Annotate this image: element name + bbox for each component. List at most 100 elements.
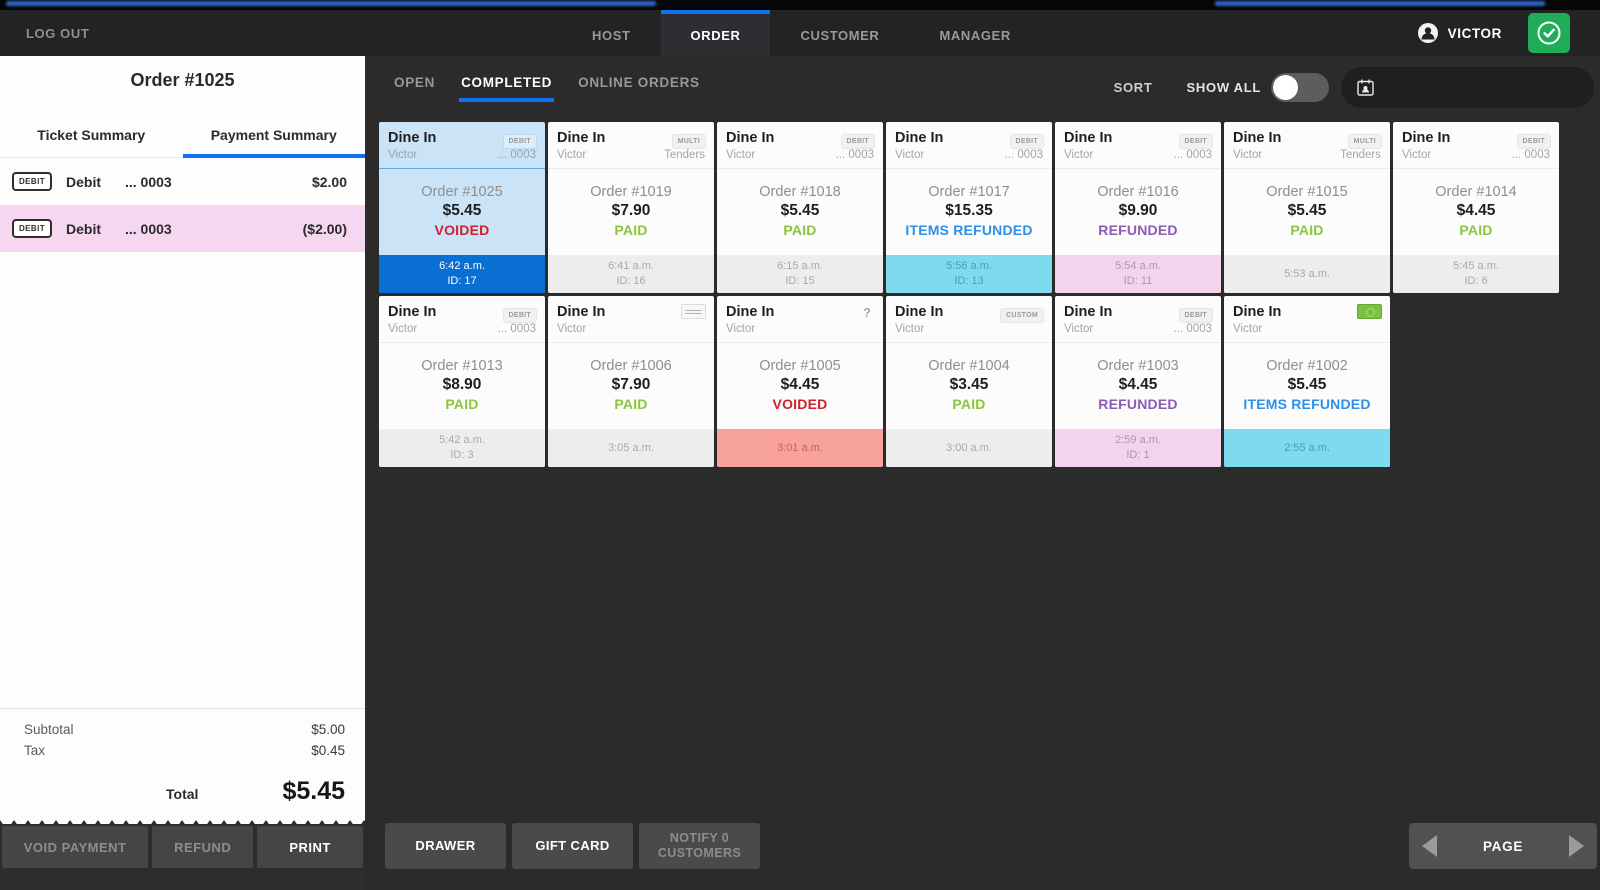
server-name: Victor [388, 323, 418, 335]
order-time: 6:42 a.m. [439, 260, 485, 273]
server-name: Victor [1233, 323, 1263, 335]
server-name: Victor [1064, 323, 1094, 335]
tender-detail: ... 0003 [497, 149, 536, 161]
order-amount: $15.35 [945, 202, 993, 219]
current-user[interactable]: VICTOR [1417, 22, 1502, 44]
order-card[interactable]: Dine In MULTI Victor Tenders Order #1019 $7.9… [548, 122, 714, 293]
date-filter-field[interactable] [1341, 67, 1594, 108]
gift-card-button[interactable]: GIFT CARD [512, 823, 633, 869]
page-next-icon[interactable] [1569, 835, 1584, 857]
card-body: Order #1025 $5.45 VOIDED [379, 169, 545, 255]
order-card[interactable]: Dine In Victor Order #1006 $7.90 PAID 3:05 a.… [548, 296, 714, 467]
order-card[interactable]: Dine In MULTI Victor Tenders Order #1015 $5.4… [1224, 122, 1390, 293]
order-id: ID: 17 [447, 275, 477, 287]
card-footer: 2:59 a.m. ID: 1 [1055, 429, 1221, 467]
multi-badge: MULTI [671, 134, 706, 149]
order-time: 3:00 a.m. [946, 441, 992, 454]
payment-row[interactable]: DEBIT Debit ... 0003 ($2.00) [0, 205, 365, 252]
order-number: Order #1002 [1266, 358, 1348, 374]
nav-tab-host[interactable]: HOST [592, 27, 631, 43]
card-subheader: Victor ... 0003 [379, 146, 545, 169]
order-card-grid: Dine In DEBIT Victor ... 0003 Order #1025 $5.… [379, 122, 1559, 467]
order-status: PAID [614, 396, 648, 412]
order-card[interactable]: Dine In DEBIT Victor ... 0003 Order #1014 $4.… [1393, 122, 1559, 293]
confirm-check-button[interactable] [1528, 13, 1570, 53]
order-card[interactable]: Dine In CUSTOM Victor Order #1004 $3.45 PAID 3… [886, 296, 1052, 467]
orders-tab-completed[interactable]: COMPLETED [459, 75, 555, 102]
card-body: Order #1016 $9.90 REFUNDED [1055, 169, 1221, 255]
multi-badge: MULTI [1347, 134, 1382, 149]
subtotal-row: Subtotal $5.00 [24, 719, 345, 740]
order-amount: $8.90 [442, 376, 482, 393]
orders-tab-online-orders[interactable]: ONLINE ORDERS [578, 75, 700, 102]
order-card[interactable]: Dine In Victor Order #1002 $5.45 ITEMS REFUN… [1224, 296, 1390, 467]
void-payment-button: VOID PAYMENT [2, 826, 149, 868]
order-time: 5:53 a.m. [1284, 267, 1330, 280]
order-card[interactable]: Dine In DEBIT Victor ... 0003 Order #1003 $4.… [1055, 296, 1221, 467]
order-number: Order #1019 [590, 184, 672, 200]
tender-detail: ... 0003 [835, 149, 874, 161]
order-status: PAID [783, 222, 817, 238]
server-name: Victor [557, 323, 587, 335]
order-status: PAID [445, 396, 479, 412]
nav-tab-order[interactable]: ORDER [660, 10, 771, 56]
custom-badge: CUSTOM [999, 308, 1044, 323]
card-footer: 5:54 a.m. ID: 11 [1055, 255, 1221, 293]
order-card[interactable]: Dine In DEBIT Victor ... 0003 Order #1013 $8.… [379, 296, 545, 467]
sort-button[interactable]: SORT [1113, 80, 1153, 95]
order-status: REFUNDED [1098, 222, 1178, 238]
page-previous-icon[interactable] [1422, 835, 1437, 857]
show-all-label: SHOW ALL [1186, 80, 1261, 95]
print-button[interactable]: PRINT [257, 826, 364, 868]
order-card[interactable]: Dine In? Victor Order #1005 $4.45 VOIDED 3:01… [717, 296, 883, 467]
order-type-label: Dine In [1233, 304, 1282, 320]
cutoff-banner-text-right [1215, 1, 1545, 6]
page-label: PAGE [1482, 838, 1524, 854]
order-card[interactable]: Dine In DEBIT Victor ... 0003 Order #1018 $5.… [717, 122, 883, 293]
order-card[interactable]: Dine In DEBIT Victor ... 0003 Order #1025 $5.… [379, 122, 545, 293]
tab-active-underline [576, 98, 702, 102]
subtotal-label: Subtotal [24, 722, 74, 737]
order-amount: $4.45 [1118, 376, 1158, 393]
logout-button[interactable]: LOG OUT [26, 25, 90, 41]
card-footer: 3:01 a.m. [717, 429, 883, 467]
order-amount: $5.45 [442, 202, 482, 219]
debit-badge: DEBIT [1009, 134, 1044, 149]
tender-badge: MULTI [671, 130, 706, 149]
tab-payment-summary[interactable]: Payment Summary [182, 115, 365, 158]
tender-badge: DEBIT [1178, 130, 1213, 149]
nav-tab-manager[interactable]: MANAGER [939, 27, 1011, 43]
orders-tab-open[interactable]: OPEN [394, 75, 435, 102]
payment-amount: ($2.00) [302, 220, 347, 237]
server-name: Victor [1233, 149, 1263, 161]
order-card[interactable]: Dine In DEBIT Victor ... 0003 Order #1016 $9.… [1055, 122, 1221, 293]
server-name: Victor [726, 323, 756, 335]
payment-row[interactable]: DEBIT Debit ... 0003 $2.00 [0, 158, 365, 205]
debit-badge: DEBIT [502, 308, 537, 323]
card-footer: 5:42 a.m. ID: 3 [379, 429, 545, 467]
order-time: 6:15 a.m. [777, 260, 823, 273]
server-name: Victor [388, 149, 418, 161]
unknown-tender-icon: ? [863, 305, 871, 320]
card-footer: 6:41 a.m. ID: 16 [548, 255, 714, 293]
card-body: Order #1019 $7.90 PAID [548, 169, 714, 255]
order-number: Order #1006 [590, 358, 672, 374]
nav-tab-customer[interactable]: CUSTOMER [800, 27, 880, 43]
show-all-toggle[interactable] [1271, 73, 1329, 102]
tab-ticket-summary[interactable]: Ticket Summary [0, 115, 183, 157]
drawer-button[interactable]: DRAWER [385, 823, 506, 869]
order-card[interactable]: Dine In DEBIT Victor ... 0003 Order #1017 $15… [886, 122, 1052, 293]
tax-row: Tax $0.45 [24, 740, 345, 761]
card-subheader: Victor Tenders [548, 146, 714, 169]
tender-detail: ... 0003 [1004, 149, 1043, 161]
debit-badge: DEBIT [1178, 308, 1213, 323]
calendar-icon [1357, 79, 1374, 96]
server-name: Victor [1402, 149, 1432, 161]
order-type-label: Dine In [895, 304, 944, 320]
order-time: 5:56 a.m. [946, 260, 992, 273]
card-subheader: Victor Tenders [1224, 146, 1390, 169]
notify-0-customers-button: NOTIFY 0 CUSTOMERS [639, 823, 760, 869]
order-time: 2:55 a.m. [1284, 441, 1330, 454]
order-number: Order #1003 [1097, 358, 1179, 374]
card-footer: 3:00 a.m. [886, 429, 1052, 467]
